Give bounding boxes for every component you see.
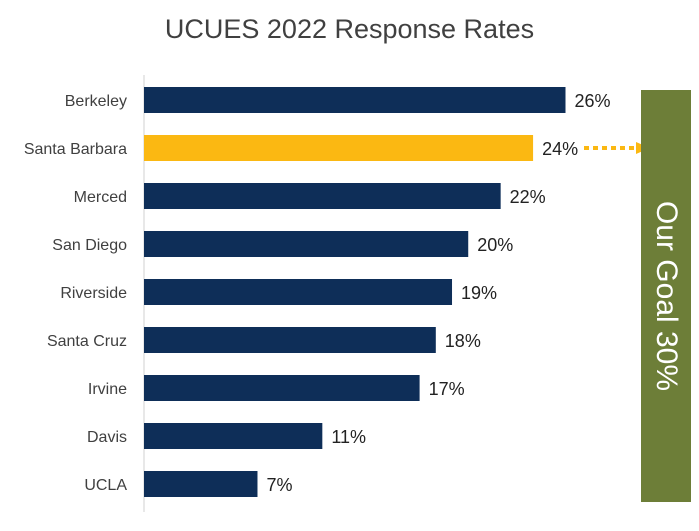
value-label: 11% [331,427,366,447]
bar-santa-cruz [144,327,436,353]
bar-davis [144,423,323,449]
bar-riverside [144,279,453,305]
category-label: Irvine [88,381,127,398]
category-label: Santa Cruz [47,333,127,350]
bar-berkeley [144,87,566,113]
category-label: Riverside [60,285,127,302]
category-label: San Diego [52,237,127,254]
chart-title: UCUES 2022 Response Rates [164,14,535,44]
category-label: Berkeley [65,93,127,110]
value-label: 26% [575,91,611,111]
goal-box: Our Goal 30% [641,90,691,502]
value-label: 18% [445,331,481,351]
value-label: 24% [542,139,578,159]
value-labels: 26% 24% 22% 20% 19% 18% 17% 11% 7% [266,91,610,495]
bar-san-diego [144,231,469,257]
bar-irvine [144,375,420,401]
category-labels: Berkeley Santa Barbara Merced San Diego Rive… [24,93,128,494]
bar-santa-barbara [144,135,534,161]
goal-label: Our Goal 30% [650,200,683,392]
category-label: Davis [87,429,127,446]
bar-group [144,87,566,497]
bar-ucla [144,471,258,497]
value-label: 7% [266,475,292,495]
value-label: 19% [461,283,497,303]
value-label: 20% [477,235,513,255]
category-label: Santa Barbara [24,141,127,158]
value-label: 22% [510,187,546,207]
bar-merced [144,183,501,209]
value-label: 17% [429,379,465,399]
category-label: Merced [74,189,127,206]
category-label: UCLA [84,477,127,494]
